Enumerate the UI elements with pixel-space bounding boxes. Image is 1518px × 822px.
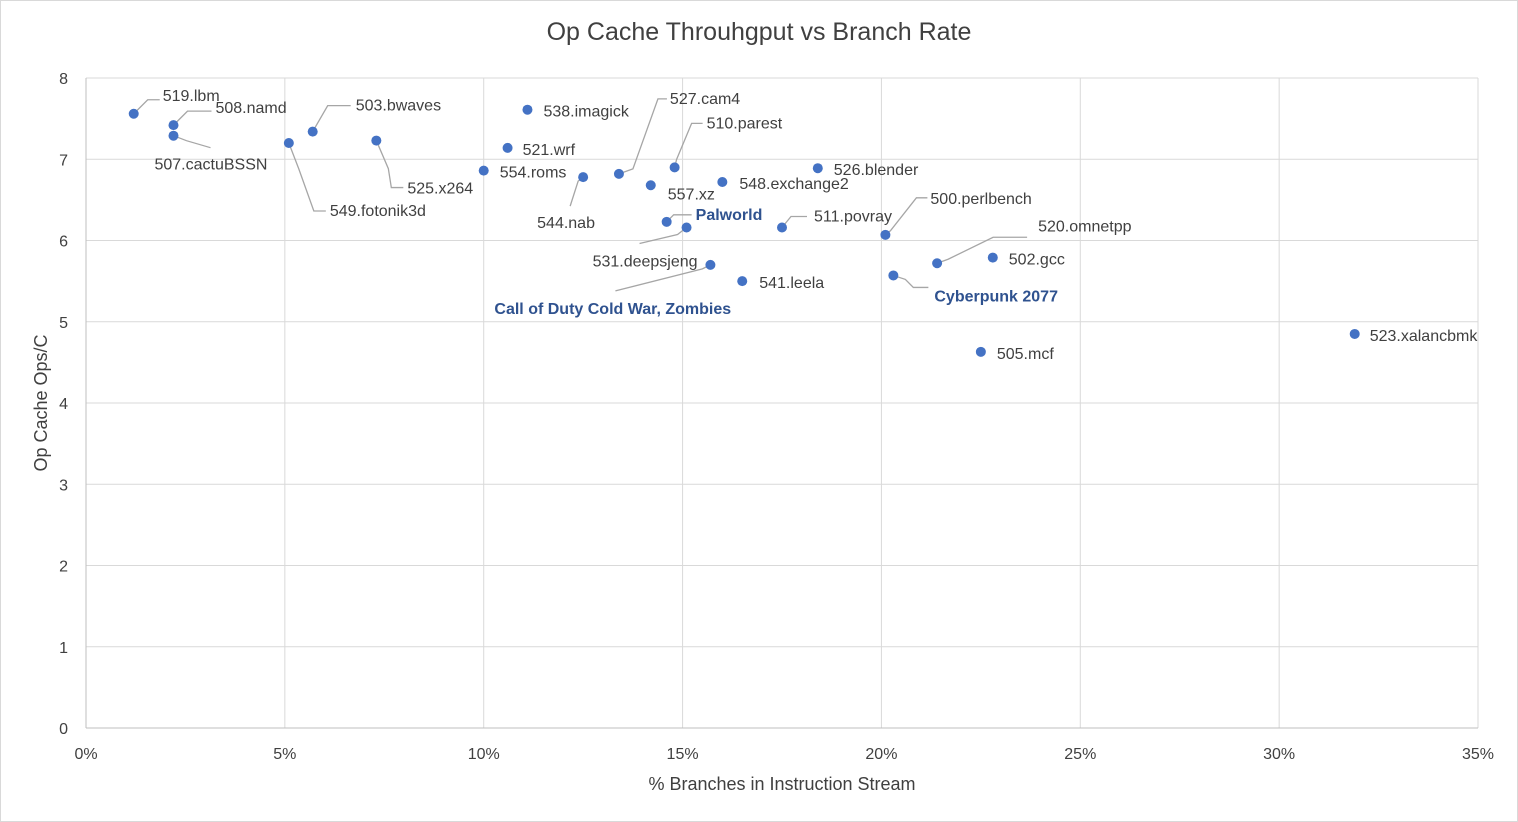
- data-point: [812, 163, 823, 174]
- data-point: [502, 142, 513, 153]
- data-label: 502.gcc: [1009, 252, 1065, 269]
- leader-lines: [133, 98, 1028, 292]
- leader-line: [133, 99, 160, 115]
- data-label: 554.roms: [500, 165, 567, 182]
- leader-line: [312, 104, 351, 132]
- data-label: 521.wrf: [523, 142, 576, 159]
- data-point: [522, 104, 533, 115]
- data-point: [1349, 328, 1360, 339]
- data-point: [888, 270, 899, 281]
- x-tick-label: 25%: [1064, 746, 1096, 763]
- data-label: 541.leela: [759, 275, 824, 292]
- data-label: 525.x264: [407, 181, 473, 198]
- leader-line: [893, 274, 929, 289]
- y-axis-title: Op Cache Ops/C: [31, 334, 51, 471]
- data-label: 548.exchange2: [739, 176, 849, 193]
- data-label: 544.nab: [537, 215, 595, 232]
- data-point: [777, 222, 787, 233]
- y-tick-label: 0: [59, 721, 68, 738]
- data-point: [128, 108, 139, 119]
- data-point: [478, 165, 489, 176]
- axes: 0% 5% 10% 15% 20% 25% 30% 35% 0 1 2 3 4 5 6 7 8: [59, 71, 1494, 763]
- gridlines: [86, 77, 1479, 728]
- leader-line: [375, 140, 404, 189]
- x-tick-label: 10%: [468, 746, 500, 763]
- data-point: [987, 252, 998, 263]
- data-point: [932, 258, 943, 269]
- data-label: 503.bwaves: [356, 98, 441, 115]
- x-tick-label: 30%: [1263, 746, 1295, 763]
- data-label: 527.cam4: [670, 91, 740, 108]
- data-point: [669, 162, 680, 173]
- x-axis-title: % Branches in Instruction Stream: [648, 774, 915, 794]
- leader-line: [173, 135, 211, 149]
- data-label: 538.imagick: [543, 104, 629, 121]
- leader-line: [936, 236, 1028, 264]
- data-label: 549.fotonik3d: [330, 203, 426, 220]
- data-label: 510.parest: [707, 115, 783, 132]
- x-tick-label: 20%: [865, 746, 897, 763]
- x-tick-label: 0%: [74, 746, 97, 763]
- y-tick-label: 1: [59, 640, 68, 657]
- y-tick-label: 5: [59, 315, 68, 332]
- data-label: Call of Duty Cold War, Zombies: [494, 301, 731, 318]
- data-label: 531.deepsjeng: [593, 254, 698, 271]
- data-point: [168, 130, 179, 141]
- y-tick-label: 3: [59, 477, 68, 494]
- data-point: [283, 138, 294, 148]
- data-point: [645, 180, 656, 191]
- leader-line: [639, 226, 687, 245]
- y-tick-label: 7: [59, 152, 68, 169]
- data-point: [613, 168, 624, 179]
- y-tick-label: 8: [59, 71, 68, 88]
- chart-title: Op Cache Throuhgput vs Branch Rate: [546, 18, 972, 46]
- data-label: 511.povray: [814, 209, 892, 226]
- data-point: [307, 126, 318, 137]
- data-point: [371, 135, 382, 146]
- data-point: [661, 216, 672, 227]
- data-label: 507.cactuBSSN: [154, 157, 267, 174]
- y-tick-label: 2: [59, 559, 68, 576]
- data-label: 505.mcf: [997, 346, 1054, 363]
- leader-line: [673, 122, 703, 168]
- leader-line: [288, 142, 326, 212]
- data-points: [128, 104, 1360, 357]
- y-tick-label: 6: [59, 234, 68, 251]
- data-point: [578, 172, 589, 183]
- leader-line: [618, 98, 667, 175]
- data-label: 523.xalancbmk: [1370, 328, 1479, 345]
- data-point: [705, 259, 716, 270]
- y-tick-label: 4: [59, 396, 68, 413]
- data-point: [975, 346, 986, 357]
- x-tick-label: 15%: [667, 746, 699, 763]
- x-tick-label: 5%: [273, 746, 296, 763]
- data-label: 557.xz: [668, 186, 715, 203]
- x-tick-label: 35%: [1462, 746, 1494, 763]
- data-label: Palworld: [696, 207, 763, 224]
- data-label: 520.omnetpp: [1038, 218, 1132, 235]
- data-point: [880, 229, 891, 240]
- data-label: 500.perlbench: [930, 191, 1031, 208]
- data-point: [168, 120, 179, 131]
- data-point: [681, 222, 692, 233]
- data-point: [717, 177, 728, 187]
- data-label: 519.lbm: [163, 88, 220, 105]
- data-label: 508.namd: [215, 100, 286, 117]
- data-point: [737, 276, 748, 287]
- data-label: 526.blender: [834, 162, 919, 179]
- leader-line: [173, 110, 212, 126]
- data-label: Cyberpunk 2077: [934, 288, 1058, 305]
